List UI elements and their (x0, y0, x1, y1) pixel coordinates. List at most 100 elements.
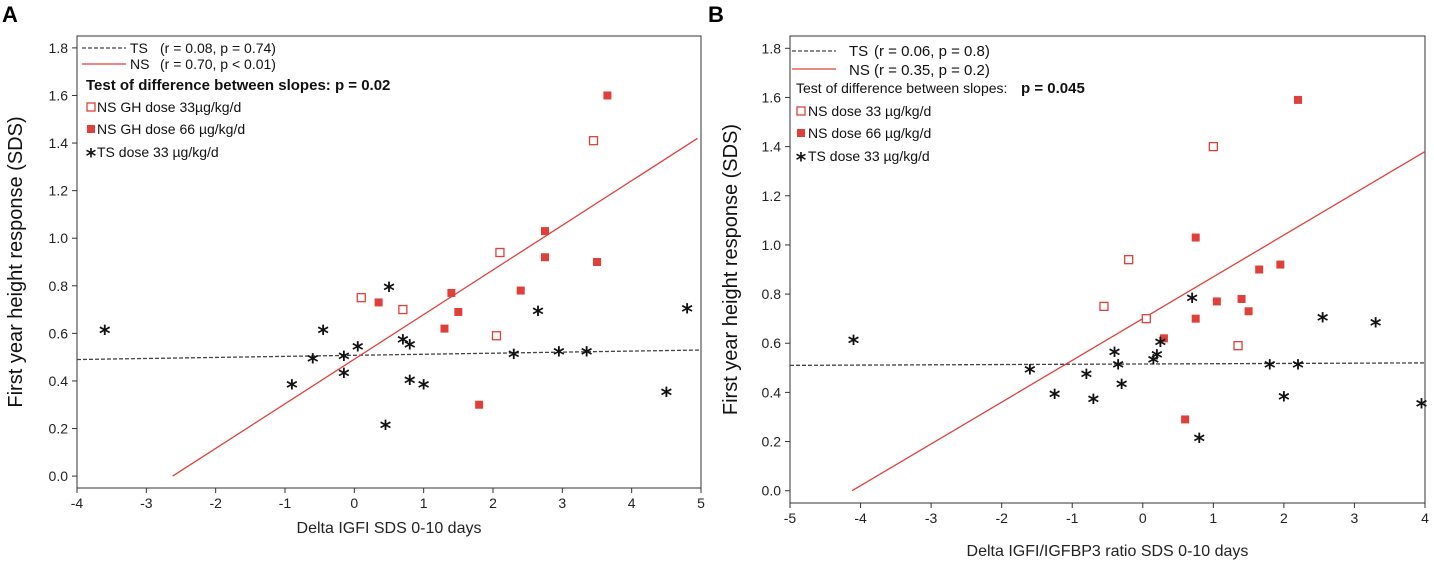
x-tick-label: 1 (1209, 510, 1217, 526)
open-square-point (1208, 141, 1218, 152)
star-point: * (1116, 376, 1128, 401)
star-point: * (1278, 388, 1290, 413)
panel-a-ticks: -4 -3 -2 -1 0 1 2 3 4 5 0.0 0.2 0.4 0.6 0.8 1.0 1.2 1.4 1.… (49, 40, 706, 511)
star-point: * (1024, 361, 1036, 386)
legend-ts-name: TS (130, 40, 148, 56)
x-tick-label: 4 (628, 495, 636, 511)
y-tick-label: 1.0 (49, 230, 69, 246)
panel-a-regression-lines (76, 137, 702, 477)
y-tick-label: 1.8 (762, 40, 782, 56)
open-square-point (398, 304, 408, 315)
x-tick-label: -2 (209, 495, 222, 511)
filled-square-point (516, 286, 525, 295)
panel-b: B -5 -4 -3 -2 -1 0 1 2 3 4 0.0 0.2 0.4 0.6 0.8 1.0 1.2 1.… (708, 2, 1429, 560)
y-tick-label: 1.8 (49, 40, 69, 56)
legend-ts-name: TS (849, 43, 868, 60)
legend-filled-square-marker (797, 129, 805, 137)
open-square-point (1141, 314, 1151, 324)
star-point: * (404, 336, 416, 361)
x-tick-label: -1 (279, 495, 292, 511)
legend-open-square-marker (796, 106, 806, 116)
open-square-point (356, 293, 366, 303)
panel-b-regression-lines (789, 150, 1426, 492)
panel-a-points: ************ **** *** (99, 91, 693, 442)
open-square-point (1099, 301, 1109, 312)
star-point: * (1109, 344, 1121, 369)
x-tick-label: -1 (1066, 510, 1079, 526)
filled-square-point (475, 400, 484, 409)
panel-a-label: A (2, 2, 18, 27)
panel-a-x-axis-label: Delta IGFI SDS 0-10 days (297, 520, 482, 537)
star-point: * (1370, 315, 1382, 340)
star-point: * (352, 339, 364, 364)
star-point: * (681, 301, 693, 326)
y-tick-label: 0.0 (762, 483, 782, 499)
legend-ns-33-label: NS GH dose 33µg/kg/d (97, 99, 241, 115)
y-tick-label: 0.4 (49, 373, 69, 389)
y-tick-label: 1.6 (762, 89, 782, 105)
y-tick-label: 1.2 (49, 183, 69, 199)
star-point: * (581, 343, 593, 368)
legend-ns-name: NS (849, 62, 870, 79)
legend-ns-33-label: NS dose 33 µg/kg/d (808, 103, 931, 119)
legend-ts-stats: (r = 0.06, p = 0.8) (874, 43, 990, 60)
filled-square-point (1191, 233, 1200, 242)
star-point: * (1193, 430, 1205, 455)
legend-ts-33-label: TS dose 33 µg/kg/d (97, 144, 219, 160)
legend-slope-test: Test of difference between slopes: (796, 80, 1007, 96)
legend-ns-stats: (r = 0.70, p < 0.01) (160, 56, 276, 72)
legend-slope-test: Test of difference between slopes: p = 0… (86, 77, 390, 94)
star-point: * (1416, 396, 1428, 421)
star-point: * (508, 346, 520, 371)
open-square-point (495, 247, 505, 258)
x-tick-label: 5 (697, 495, 705, 511)
y-tick-label: 0.8 (762, 286, 782, 302)
star-point: * (532, 303, 544, 328)
panel-a: A -4 -3 -2 -1 0 1 2 3 4 5 0.0 0.2 0.4 0.6 0.8 1.0 1.2 1.4… (2, 2, 705, 537)
x-tick-label: -4 (71, 495, 84, 511)
x-tick-label: 1 (420, 495, 428, 511)
open-square-point (1233, 341, 1243, 351)
star-point: * (1186, 290, 1198, 315)
star-point: * (418, 377, 430, 402)
legend-star-marker: * (796, 148, 807, 172)
legend-ns-66-label: NS dose 66 µg/kg/d (808, 125, 931, 141)
ns-regression-line (851, 150, 1426, 492)
filled-square-point (1181, 415, 1190, 424)
x-tick-label: -5 (784, 510, 797, 526)
x-tick-label: -3 (925, 510, 938, 526)
panel-b-x-axis-label: Delta IGFI/IGFBP3 ratio SDS 0-10 days (967, 543, 1249, 560)
y-tick-label: 1.6 (49, 87, 69, 103)
panel-a-y-axis-label: First year height response (SDS) (5, 116, 27, 407)
filled-square-point (1255, 265, 1264, 274)
x-tick-label: -2 (995, 510, 1008, 526)
ts-regression-line (789, 362, 1426, 367)
filled-square-point (1244, 307, 1253, 316)
star-point: * (338, 348, 350, 373)
x-tick-label: 3 (558, 495, 566, 511)
panel-b-y-axis-label: First year height response (SDS) (720, 124, 742, 415)
y-tick-label: 0.6 (762, 335, 782, 351)
x-tick-label: 2 (489, 495, 497, 511)
filled-square-point (1294, 95, 1302, 104)
y-tick-label: 1.2 (762, 188, 782, 204)
star-point: * (1317, 310, 1329, 335)
filled-square-point (447, 288, 456, 297)
ts-regression-line (76, 349, 702, 361)
star-point: * (397, 332, 409, 357)
y-tick-label: 1.4 (49, 135, 69, 151)
panel-b-points: ***************** ** (848, 95, 1428, 455)
legend-open-square-marker (86, 102, 96, 112)
filled-square-point (1212, 297, 1221, 306)
legend-ns-66-label: NS GH dose 66 µg/kg/d (97, 121, 245, 137)
x-tick-label: -3 (140, 495, 153, 511)
y-tick-label: 0.2 (49, 421, 69, 437)
y-tick-label: 0.6 (49, 325, 69, 341)
panel-a-legend: TS (r = 0.08, p = 0.74) NS (r = 0.70, p … (82, 40, 390, 168)
star-point: * (1151, 347, 1163, 372)
star-point: * (661, 384, 673, 409)
y-tick-label: 0.2 (762, 434, 782, 450)
filled-square-point (541, 253, 549, 262)
y-tick-label: 1.4 (762, 139, 782, 155)
